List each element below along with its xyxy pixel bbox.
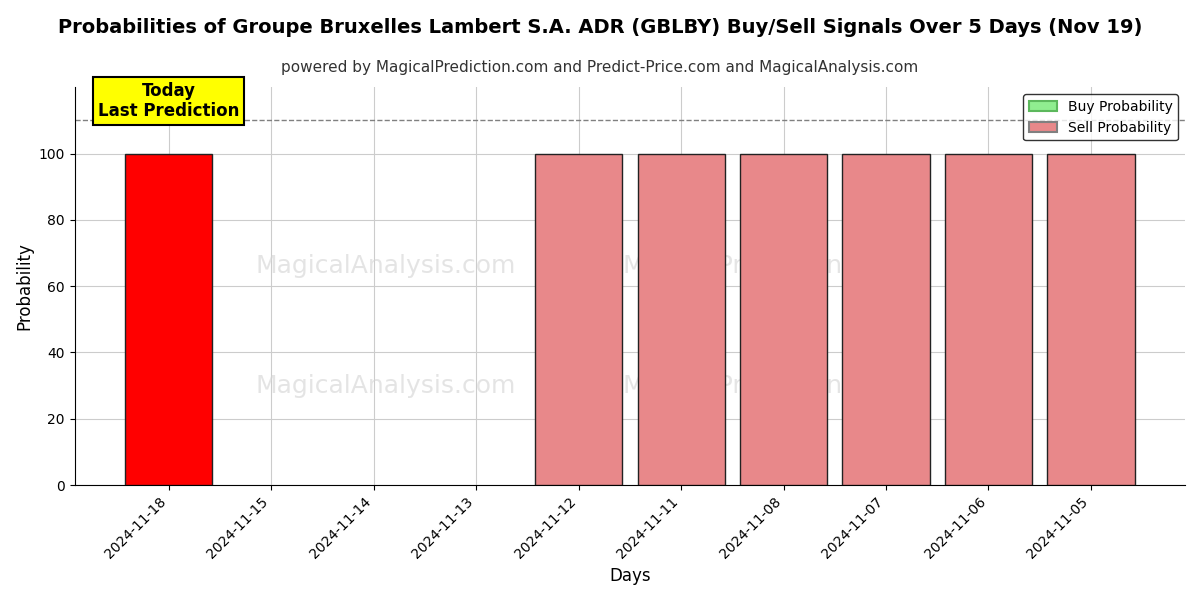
- Text: MagicalPrediction.com: MagicalPrediction.com: [623, 374, 904, 398]
- Bar: [1048, 154, 1134, 485]
- Text: powered by MagicalPrediction.com and Predict-Price.com and MagicalAnalysis.com: powered by MagicalPrediction.com and Pre…: [281, 60, 919, 75]
- Bar: [535, 154, 622, 485]
- Text: Today
Last Prediction: Today Last Prediction: [98, 82, 239, 121]
- Bar: [842, 154, 930, 485]
- Y-axis label: Probability: Probability: [16, 242, 34, 330]
- Bar: [125, 154, 212, 485]
- Bar: [944, 154, 1032, 485]
- X-axis label: Days: Days: [610, 567, 650, 585]
- Legend: Buy Probability, Sell Probability: Buy Probability, Sell Probability: [1024, 94, 1178, 140]
- Text: MagicalAnalysis.com: MagicalAnalysis.com: [256, 254, 516, 278]
- Text: MagicalAnalysis.com: MagicalAnalysis.com: [256, 374, 516, 398]
- Text: Probabilities of Groupe Bruxelles Lambert S.A. ADR (GBLBY) Buy/Sell Signals Over: Probabilities of Groupe Bruxelles Lamber…: [58, 18, 1142, 37]
- Text: MagicalPrediction.com: MagicalPrediction.com: [623, 254, 904, 278]
- Bar: [740, 154, 827, 485]
- Bar: [637, 154, 725, 485]
